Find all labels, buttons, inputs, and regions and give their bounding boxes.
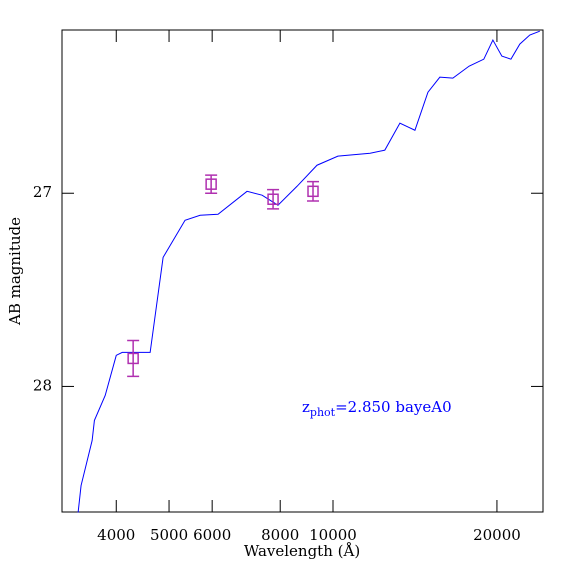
- x-tick-label: 6000: [193, 526, 231, 544]
- x-axis-label: Wavelength (Å): [244, 542, 360, 560]
- annotation-sub: phot: [310, 406, 336, 419]
- x-tick-label: 4000: [97, 526, 135, 544]
- photometry-point: [205, 178, 217, 190]
- error-bar: [307, 180, 320, 202]
- y-tick-label: 28: [33, 376, 52, 394]
- y-axis-label: AB magnitude: [6, 217, 24, 326]
- photometry-point: [267, 193, 279, 205]
- x-tick-label: 8000: [261, 526, 299, 544]
- x-tick-label: 5000: [150, 526, 188, 544]
- plot-frame: [61, 29, 544, 513]
- x-tick-label: 20000: [473, 526, 521, 544]
- y-tick-label: 27: [33, 183, 52, 201]
- sed-line: [77, 30, 540, 513]
- error-bar: [267, 188, 280, 210]
- annotation-main: z: [302, 398, 310, 416]
- error-bar: [205, 174, 218, 194]
- x-tick-label: 10000: [309, 526, 357, 544]
- annotation-rest: =2.850 bayeA0: [335, 398, 452, 416]
- photometry-point: [307, 185, 319, 198]
- photometry-point: [127, 352, 139, 365]
- error-bar: [127, 339, 140, 378]
- annotation: zphot=2.850 bayeA0: [302, 398, 452, 419]
